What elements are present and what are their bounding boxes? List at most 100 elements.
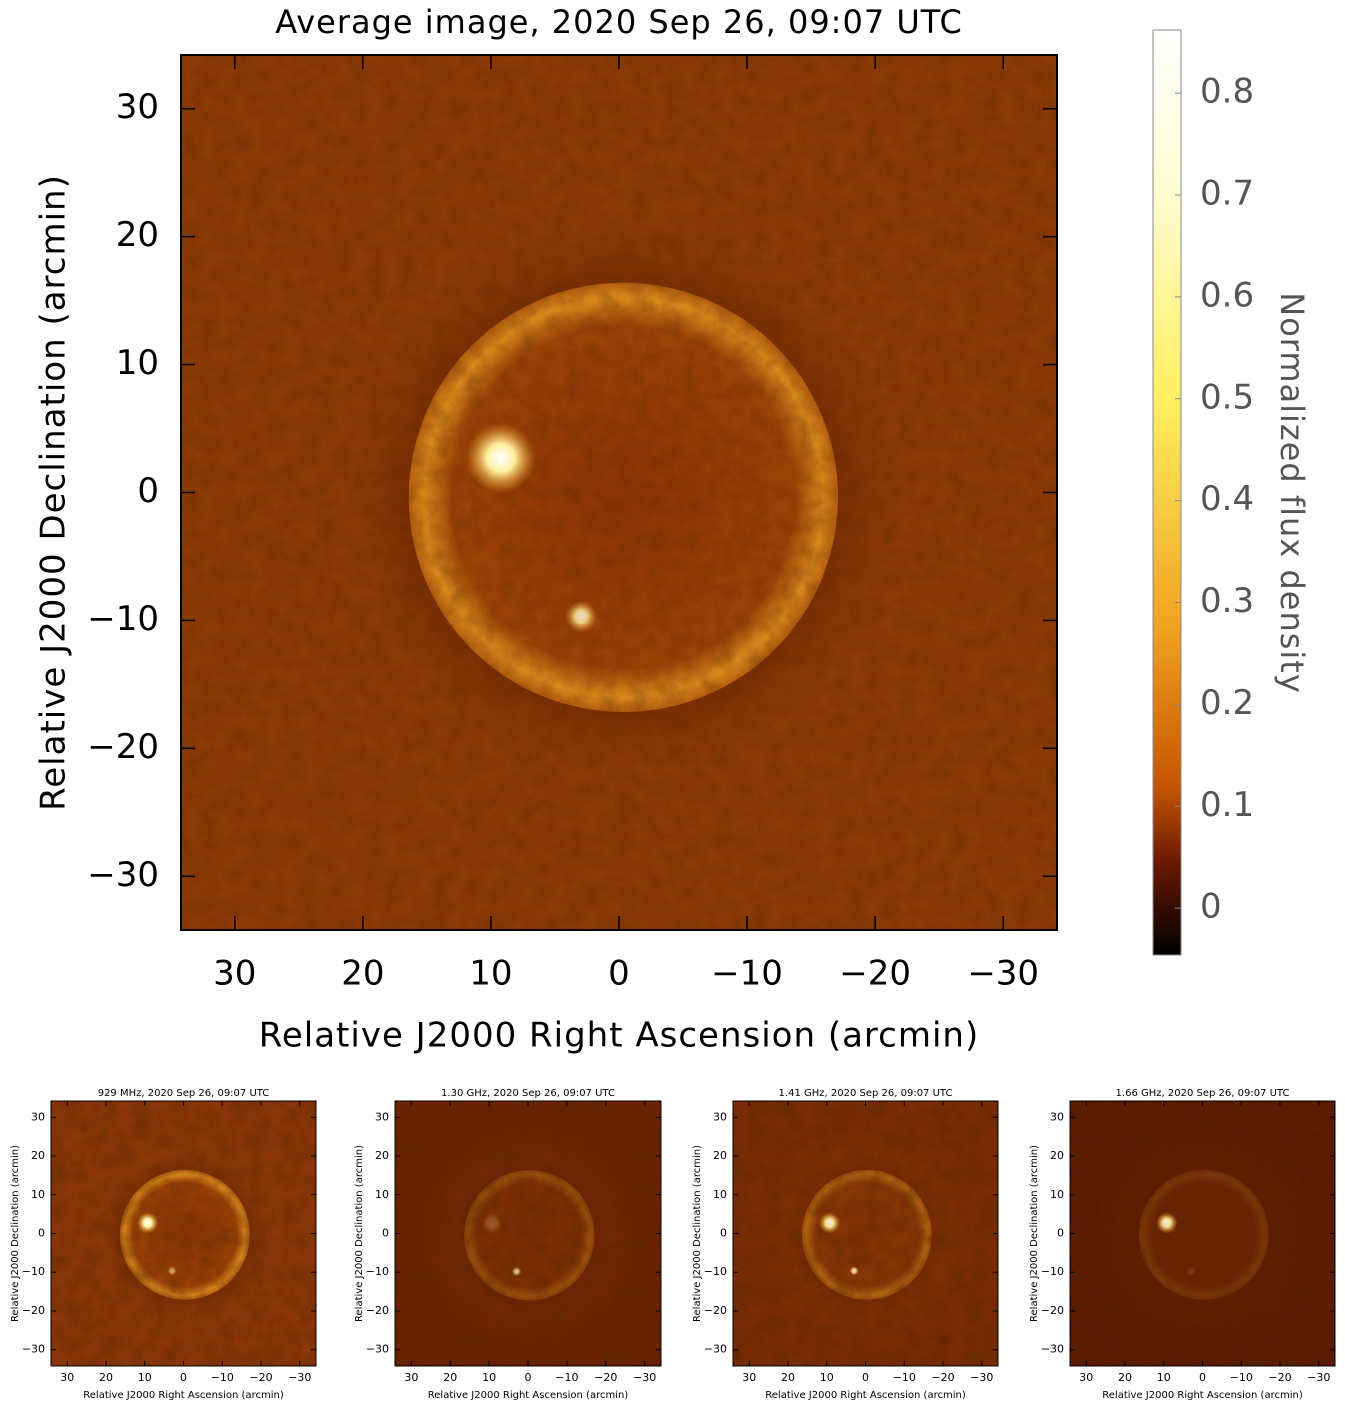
y-tick-label: 20 xyxy=(375,1149,389,1162)
x-tick-label: 0 xyxy=(608,954,630,994)
y-tick-label: 30 xyxy=(375,1110,389,1123)
x-axis-label: Relative J2000 Right Ascension (arcmin) xyxy=(765,1390,966,1401)
bright-source xyxy=(849,1266,859,1276)
colorbar xyxy=(1153,30,1181,955)
y-tick-label: −30 xyxy=(366,1343,389,1356)
colorbar-tick-label: 0.1 xyxy=(1200,785,1254,825)
x-tick-label: −30 xyxy=(967,954,1039,994)
panel: Average image, 2020 Sep 26, 09:07 UTCRel… xyxy=(34,3,1312,1056)
y-axis-label: Relative J2000 Declination (arcmin) xyxy=(34,174,74,811)
colorbar-tick-label: 0.5 xyxy=(1200,377,1254,417)
bright-source xyxy=(466,423,536,493)
panel: 1.41 GHz, 2020 Sep 26, 09:07 UTC Relative… xyxy=(692,1088,998,1401)
x-tick-label: −10 xyxy=(555,1371,578,1384)
x-tick-label: −30 xyxy=(633,1371,656,1384)
x-tick-label: 10 xyxy=(1157,1371,1171,1384)
y-tick-label: −10 xyxy=(366,1265,389,1278)
y-tick-label: 10 xyxy=(375,1188,389,1201)
y-tick-label: −30 xyxy=(87,855,159,895)
x-tick-label: 10 xyxy=(482,1371,496,1384)
panel: 1.30 GHz, 2020 Sep 26, 09:07 UTC Relative… xyxy=(354,1088,661,1401)
y-tick-label: −20 xyxy=(22,1304,45,1317)
x-axis-label: Relative J2000 Right Ascension (arcmin) xyxy=(428,1390,629,1401)
x-axis-label: Relative J2000 Right Ascension (arcmin) xyxy=(1102,1390,1303,1401)
y-tick-label: 20 xyxy=(116,215,159,255)
bright-source xyxy=(566,601,598,633)
image xyxy=(395,1101,661,1366)
x-tick-label: 30 xyxy=(742,1371,756,1384)
x-tick-label: −10 xyxy=(1230,1371,1253,1384)
image xyxy=(51,1101,316,1366)
colorbar-tick-label: 0.3 xyxy=(1200,581,1254,621)
y-tick-label: 0 xyxy=(38,1227,45,1240)
y-tick-label: 30 xyxy=(1050,1110,1064,1123)
image-noise xyxy=(733,1101,998,1366)
colorbar-tick-label: 0.7 xyxy=(1200,174,1254,214)
y-tick-label: −20 xyxy=(366,1304,389,1317)
x-axis-label: Relative J2000 Right Ascension (arcmin) xyxy=(83,1390,284,1401)
colorbar-tick-label: 0.4 xyxy=(1200,479,1254,519)
chart-title: 1.41 GHz, 2020 Sep 26, 09:07 UTC xyxy=(779,1088,953,1099)
y-tick-label: −10 xyxy=(87,599,159,639)
bright-source xyxy=(1156,1212,1177,1233)
x-tick-label: 0 xyxy=(1199,1371,1206,1384)
x-tick-label: 10 xyxy=(820,1371,834,1384)
y-tick-label: 30 xyxy=(116,87,159,127)
x-tick-label: 0 xyxy=(525,1371,532,1384)
y-tick-label: −10 xyxy=(22,1265,45,1278)
figure: Average image, 2020 Sep 26, 09:07 UTCRel… xyxy=(0,0,1345,1405)
y-tick-label: −10 xyxy=(704,1265,727,1278)
y-axis-label: Relative J2000 Declination (arcmin) xyxy=(354,1145,365,1322)
panel: 1.66 GHz, 2020 Sep 26, 09:07 UTC Relative… xyxy=(1029,1088,1335,1401)
y-tick-label: 20 xyxy=(31,1149,45,1162)
x-tick-label: −10 xyxy=(711,954,783,994)
x-tick-label: −20 xyxy=(1268,1371,1291,1384)
y-tick-label: 10 xyxy=(31,1188,45,1201)
panel: 929 MHz, 2020 Sep 26, 09:07 UTCRelative … xyxy=(10,1088,316,1401)
chart-title: 1.30 GHz, 2020 Sep 26, 09:07 UTC xyxy=(441,1088,615,1099)
image xyxy=(1070,1101,1335,1366)
image xyxy=(181,55,1057,930)
y-tick-label: 10 xyxy=(713,1188,727,1201)
y-tick-label: 0 xyxy=(137,471,159,511)
x-tick-label: 20 xyxy=(341,954,384,994)
y-tick-label: 20 xyxy=(713,1149,727,1162)
y-tick-label: 0 xyxy=(720,1227,727,1240)
y-tick-label: 10 xyxy=(116,343,159,383)
bright-source xyxy=(512,1267,522,1277)
bright-source xyxy=(1186,1266,1196,1276)
x-tick-label: 0 xyxy=(862,1371,869,1384)
x-axis-label: Relative J2000 Right Ascension (arcmin) xyxy=(259,1016,979,1056)
y-tick-label: −20 xyxy=(87,727,159,767)
image-noise xyxy=(1070,1101,1335,1366)
x-tick-label: −30 xyxy=(288,1371,311,1384)
x-tick-label: −20 xyxy=(931,1371,954,1384)
image xyxy=(733,1101,998,1366)
chart-title: 1.66 GHz, 2020 Sep 26, 09:07 UTC xyxy=(1116,1088,1290,1099)
x-tick-label: −10 xyxy=(211,1371,234,1384)
x-tick-label: 20 xyxy=(443,1371,457,1384)
x-tick-label: −30 xyxy=(970,1371,993,1384)
colorbar-tick-label: 0.6 xyxy=(1200,275,1254,315)
bright-source xyxy=(137,1212,158,1233)
y-axis-label: Relative J2000 Declination (arcmin) xyxy=(692,1145,703,1322)
y-tick-label: −30 xyxy=(704,1343,727,1356)
y-tick-label: −30 xyxy=(1041,1343,1064,1356)
bright-source xyxy=(167,1266,177,1276)
colorbar-tick-label: 0 xyxy=(1200,887,1222,927)
x-tick-label: 30 xyxy=(404,1371,418,1384)
y-tick-label: −10 xyxy=(1041,1265,1064,1278)
bright-source xyxy=(819,1212,840,1233)
bright-source xyxy=(481,1213,502,1234)
y-tick-label: 30 xyxy=(713,1110,727,1123)
y-axis-label: Relative J2000 Declination (arcmin) xyxy=(10,1145,21,1322)
y-tick-label: −30 xyxy=(22,1343,45,1356)
x-tick-label: −10 xyxy=(893,1371,916,1384)
x-tick-label: 0 xyxy=(180,1371,187,1384)
x-tick-label: −20 xyxy=(249,1371,272,1384)
y-tick-label: 20 xyxy=(1050,1149,1064,1162)
x-tick-label: 20 xyxy=(99,1371,113,1384)
y-tick-label: 10 xyxy=(1050,1188,1064,1201)
x-tick-label: 20 xyxy=(1118,1371,1132,1384)
x-tick-label: 30 xyxy=(60,1371,74,1384)
